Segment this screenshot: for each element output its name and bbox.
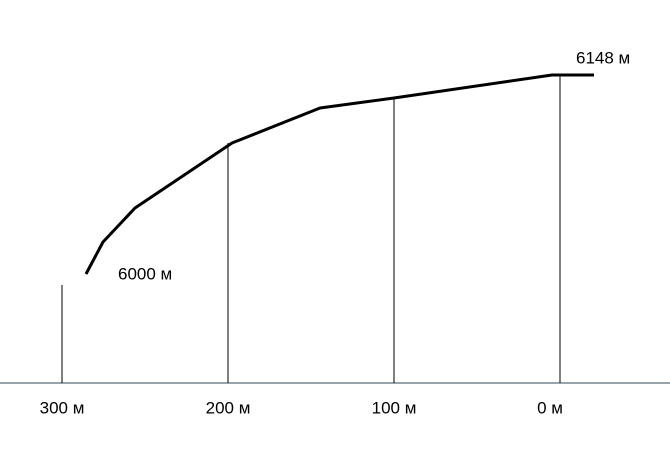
axis-label: 200 м xyxy=(206,398,251,417)
axis-label: 300 м xyxy=(40,398,85,417)
axis-label: 0 м xyxy=(537,398,563,417)
elevation-profile xyxy=(84,73,594,275)
base-label: 6000 м xyxy=(118,264,172,283)
summit-label: 6148 м xyxy=(576,48,630,67)
axis-label: 100 м xyxy=(372,398,417,417)
